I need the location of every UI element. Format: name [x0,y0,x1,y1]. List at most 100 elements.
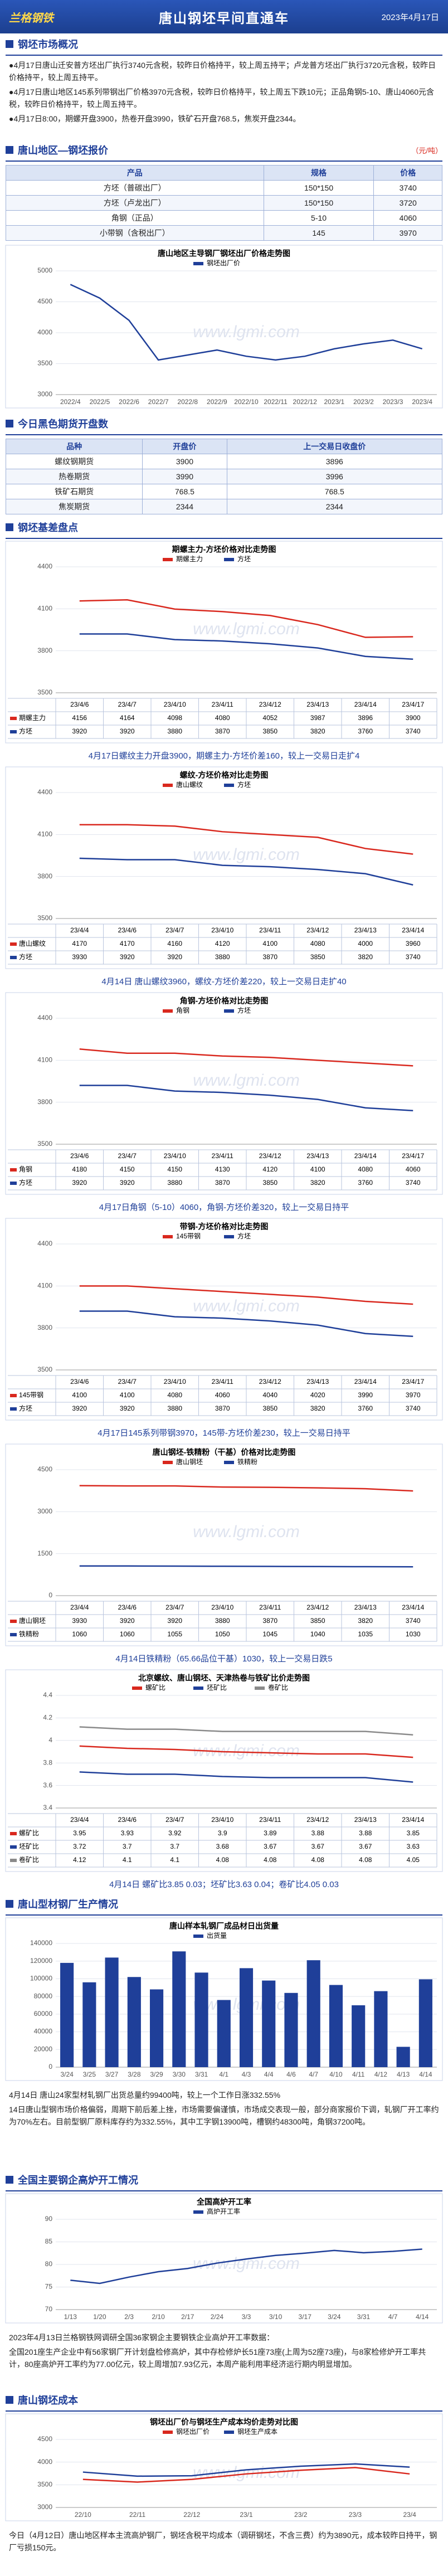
y-tick-label: 0 [48,2063,52,2070]
row-label: 方坯 [19,952,32,961]
chart-holder: 唐山样本轧钢厂成品材日出货量www.lgmi.com出货量02000040000… [0,1916,448,2086]
section-title: 唐山型材钢厂生产情况 [6,1893,442,1916]
y-tick-label: 40000 [34,2028,53,2035]
paragraphs: ●4月17日唐山迁安普方坯出厂执行3740元含税，较昨日价格持平，较上周五持平；… [0,56,448,139]
y-tick-label: 4400 [37,788,52,796]
column-header: 规格 [263,165,374,181]
y-tick-label: 3.8 [43,1758,52,1766]
y-tick-label: 3500 [37,914,52,922]
line [79,599,413,638]
table-value: 4100 [310,1165,325,1173]
x-tick-label: 23/4/11 [212,1152,233,1160]
table-value: 1055 [167,1630,182,1638]
table-value: 4.08 [359,1856,372,1864]
x-tick-label: 23/2 [294,2511,308,2519]
table-value: 3850 [262,1404,277,1412]
x-tick-label: 4/14 [419,2070,432,2078]
table-value: 3880 [215,953,230,961]
table-value: 3760 [358,727,373,735]
line [79,1048,413,1067]
y-tick-label: 4100 [37,830,52,838]
x-tick-label: 23/4/10 [164,701,186,708]
table-cell: 145 [263,225,374,241]
table-cell: 5-10 [263,210,374,226]
legend-swatch [224,2431,234,2434]
legend-label: 方坯 [237,1006,251,1014]
table-row: 焦炭期货 2344 2344 [5,499,443,514]
table-value: 1035 [358,1630,373,1638]
chart-background [5,766,443,969]
legend-swatch [10,1407,17,1411]
y-tick-label: 4.2 [43,1714,52,1722]
x-tick-label: 3/29 [150,2070,163,2078]
table-value: 3.72 [73,1843,86,1850]
table-value: 3820 [310,727,325,735]
table-row: 铁矿石期货 768.5 768.5 [5,484,443,499]
y-tick-label: 4500 [37,1465,52,1473]
bar [60,1962,74,2067]
row-label: 方坯 [19,1404,32,1412]
y-tick-label: 3800 [37,1324,52,1331]
table-value: 4080 [215,714,230,722]
section-title: 全国主要钢企高炉开工情况 [6,2169,442,2191]
x-tick-label: 3/25 [83,2070,96,2078]
section-title: 钢坯基差盘点 [6,517,442,539]
legend-swatch [224,1009,234,1013]
paragraph: 全国201座生产企业中有56家钢厂开计划盘检修高炉，其中存检修炉长51座73座(… [9,2347,426,2369]
y-tick-label: 3.6 [43,1781,52,1789]
legend-label: 钢坯出厂价 [207,259,240,267]
table-value: 3760 [358,1404,373,1412]
table-cell: 4060 [373,210,442,226]
x-tick-label: 3/28 [128,2070,141,2078]
table-value: 3896 [358,714,373,722]
table-value: 4000 [358,940,373,947]
legend-swatch [10,1394,17,1397]
date: 2023年4月17日 [381,12,439,22]
basis-chart: 北京螺纹、唐山钢坯、天津热卷与铁矿比价走势图 www.lgmi.com 螺矿比 坯矿比… [0,1668,448,1893]
row-label: 期螺主力 [19,714,46,722]
column-header: 品种 [5,439,143,454]
row-label: 卷矿比 [19,1855,39,1864]
table-value: 4180 [72,1165,87,1173]
table-value: 4.1 [170,1856,179,1864]
page-title: 唐山钢坯早间直通车 [159,11,289,26]
table-value: 3.93 [121,1829,134,1837]
bar [194,1972,208,2067]
y-tick-label: 4400 [37,1240,52,1247]
y-tick-label: 20000 [34,2045,53,2053]
chart-title: 唐山钢坯-铁精粉（干基）价格对比走势图 [153,1448,296,1457]
table-value: 3920 [72,1179,87,1187]
bar [352,2005,366,2067]
x-tick-label: 23/4/11 [259,1603,281,1611]
y-tick-label: 3500 [37,1140,52,1148]
line [79,1565,413,1568]
table-value: 1050 [215,1630,230,1638]
chart-background [5,1669,443,1872]
table-value: 3820 [358,953,373,961]
paragraph: 2023年4月13日兰格钢铁网调研全国36家钢企主要钢铁企业高炉开工率数据： [9,2333,275,2342]
bar [239,1968,254,2067]
chart-background [5,541,443,743]
y-tick-label: 3500 [37,688,52,696]
section-title: 唐山地区—钢坯报价 （元/吨） [6,139,442,162]
x-tick-label: 4/1 [219,2070,228,2078]
x-tick-label: 3/10 [269,2313,283,2321]
legend-swatch [10,1620,17,1623]
x-tick-label: 22/11 [129,2511,145,2519]
section-title: 今日黑色期货开盘数 [6,413,442,435]
x-tick-label: 23/4/10 [164,1152,186,1160]
line [79,1745,413,1758]
x-tick-label: 23/4/12 [259,701,281,708]
chart-background [5,2193,443,2324]
x-tick-label: 22/12 [183,2511,200,2519]
chart-caption: 4月17日145系列带钢3970，145带-方坯价差230，较上一交易日持平 [98,1428,350,1438]
x-tick-label: 2022/5 [90,398,110,406]
table-cell: 2344 [226,499,443,514]
x-tick-label: 2023/1 [324,398,344,406]
table-cell: 150*150 [263,180,374,196]
table-value: 4130 [215,1165,230,1173]
row-label: 唐山钢坯 [19,1616,46,1625]
watermark: www.lgmi.com [193,323,300,341]
